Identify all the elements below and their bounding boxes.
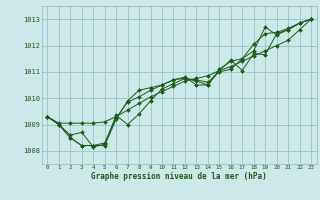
X-axis label: Graphe pression niveau de la mer (hPa): Graphe pression niveau de la mer (hPa) (91, 172, 267, 181)
